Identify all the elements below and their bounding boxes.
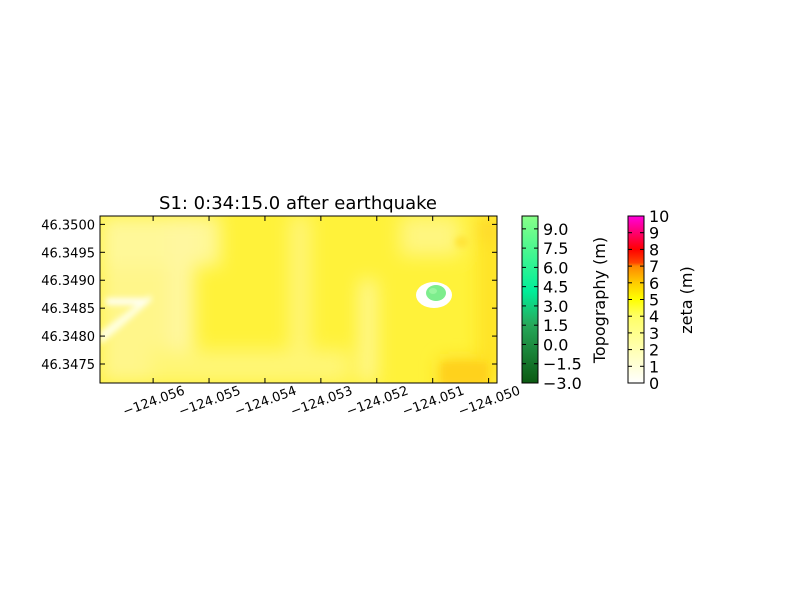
x-tick-label: −124.051 [401, 384, 467, 420]
shallow-band-3 [360, 280, 376, 383]
colorbar-tick-label: 9 [649, 224, 659, 243]
y-tick-label: 46.3475 [41, 358, 95, 373]
shallow-zone-south [150, 350, 350, 383]
x-tick-label: −124.056 [121, 384, 187, 420]
deep-zone-northeast [478, 216, 497, 240]
x-tick-label: −124.053 [289, 384, 355, 420]
colorbar-tick-label: 7.5 [543, 239, 568, 258]
y-tick-label: 46.3500 [41, 218, 95, 233]
y-tick-label: 46.3480 [41, 330, 95, 345]
x-tick-label: −124.055 [177, 384, 243, 420]
colorbar-tick-label: 4.5 [543, 278, 568, 297]
colorbar-tick-label: −1.5 [543, 355, 582, 374]
colorbar-tick-label: 9.0 [543, 220, 568, 239]
colorbar-tick-label: 7 [649, 257, 659, 276]
topography-colorbar-ticks: −3.0−1.50.01.53.04.56.07.59.0 [522, 220, 582, 393]
zeta-colorbar-label: zeta (m) [677, 266, 696, 333]
colorbar-tick-label: 6 [649, 274, 659, 293]
heatmap-plot [100, 216, 497, 383]
colorbar-tick-label: 0 [649, 374, 659, 393]
colorbar-tick-label: 4 [649, 307, 659, 326]
white-wedge [100, 295, 152, 345]
colorbar-tick-label: 0.0 [543, 335, 568, 354]
zeta-field-details [100, 236, 487, 383]
x-tick-label: −124.054 [233, 384, 299, 420]
deep-patch-south [442, 363, 487, 383]
x-tick-label: −124.050 [456, 384, 522, 420]
colorbar-tick-label: 3 [649, 324, 659, 343]
topography-colorbar [521, 215, 539, 384]
x-tick-label: −124.052 [345, 384, 411, 420]
colorbar-tick-label: −3.0 [543, 374, 582, 393]
plot-frame [99, 215, 498, 384]
colorbar-tick-label: 2 [649, 341, 659, 360]
y-tick-label: 46.3490 [41, 274, 95, 289]
shallow-zone-northwest [100, 216, 220, 266]
island-topography [426, 285, 446, 301]
y-axis: 46.3475 46.3480 46.3485 46.3490 46.3495 46.35… [41, 218, 497, 373]
colorbar-tick-label: 3.0 [543, 297, 568, 316]
chart-title: S1: 0:34:15.0 after earthquake [159, 193, 437, 214]
y-tick-label: 46.3495 [41, 246, 95, 261]
colorbar-tick-label: 1.5 [543, 316, 568, 335]
colorbar-tick-label: 8 [649, 240, 659, 259]
colorbar-tick-label: 1 [649, 357, 659, 376]
colorbar-tick-label: 5 [649, 291, 659, 310]
colorbar-tick-label: 10 [649, 207, 669, 226]
y-tick-label: 46.3485 [41, 302, 95, 317]
deep-spot-east [455, 236, 469, 248]
white-streak [106, 298, 146, 305]
island-peak [429, 288, 437, 294]
shallow-zone-northeast [400, 216, 460, 256]
shallow-band-2 [290, 216, 310, 383]
colorbar-tick-label: 6.0 [543, 258, 568, 277]
topography-colorbar-label: Topography (m) [590, 237, 609, 364]
